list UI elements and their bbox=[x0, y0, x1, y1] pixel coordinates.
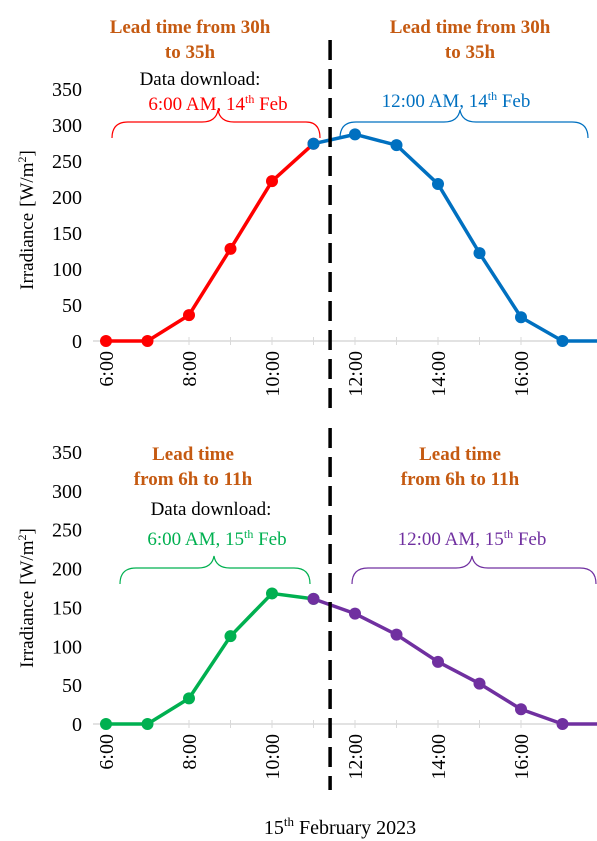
data-point bbox=[224, 242, 237, 255]
y-tick-label: 200 bbox=[52, 559, 82, 581]
series-line bbox=[106, 142, 315, 343]
y-tick-label: 300 bbox=[52, 115, 82, 137]
bottom-right-series-label: 12:00 AM, 15th Feb bbox=[398, 527, 547, 550]
y-tick-label: 150 bbox=[52, 597, 82, 619]
data-point bbox=[515, 311, 527, 324]
y-tick-label: 100 bbox=[52, 259, 82, 281]
y-tick-label: 300 bbox=[52, 481, 82, 503]
x-tick-label: 8:00 bbox=[179, 351, 201, 387]
top-left-title-line1: Lead time from 30h bbox=[110, 17, 271, 38]
top-y-axis-label: Irradiance[W/m2] bbox=[15, 150, 38, 290]
y-tick-label: 350 bbox=[52, 79, 82, 101]
data-point bbox=[183, 692, 195, 705]
x-tick-label: 12:00 bbox=[345, 351, 367, 397]
top-panel: Lead time from 30h to 35h Lead time from… bbox=[15, 17, 589, 290]
y-tick-label: 100 bbox=[52, 636, 82, 658]
top-right-title-line2: to 35h bbox=[445, 42, 496, 63]
x-tick-label: 8:00 bbox=[179, 734, 201, 770]
bottom-left-series-label: 6:00 AM, 15th Feb bbox=[147, 527, 286, 550]
data-point bbox=[390, 139, 403, 152]
bottom-right-title-line1: Lead time bbox=[419, 444, 501, 465]
data-point bbox=[473, 677, 486, 690]
data-point bbox=[432, 178, 444, 191]
y-tick-label: 0 bbox=[72, 714, 82, 736]
bottom-y-axis-label: Irradiance[W/m2] bbox=[15, 528, 38, 668]
data-point bbox=[349, 607, 361, 620]
bottom-panel: Lead time from 6h to 11h Lead time from … bbox=[15, 444, 597, 668]
bottom-left-brace bbox=[119, 555, 311, 585]
data-point bbox=[515, 703, 527, 716]
data-point bbox=[349, 128, 361, 141]
x-tick-label: 6:00 bbox=[96, 734, 118, 770]
top-download-label: Data download: bbox=[140, 69, 261, 90]
data-point bbox=[266, 587, 278, 600]
x-tick-label: 16:00 bbox=[511, 734, 533, 780]
data-point bbox=[307, 592, 320, 605]
x-axis-label: 15th February 2023 bbox=[264, 814, 416, 839]
y-tick-label: 50 bbox=[62, 295, 82, 317]
top-chart-marks: 0 50 100 150 200 250 300 350 6:00 8:00 10:00 12:00 1… bbox=[52, 40, 597, 408]
x-tick-label: 16:00 bbox=[511, 351, 533, 397]
bottom-chart-marks: 0 50 100 150 200 250 300 350 6:00 8:00 10:00 12:00 1… bbox=[52, 428, 597, 790]
x-tick-label: 10:00 bbox=[262, 734, 284, 780]
data-point bbox=[183, 309, 195, 322]
top-right-brace bbox=[339, 109, 589, 139]
bottom-right-brace bbox=[351, 555, 597, 585]
y-tick-label: 250 bbox=[52, 151, 82, 173]
series-line bbox=[106, 591, 314, 726]
x-tick-label: 6:00 bbox=[96, 351, 118, 387]
x-tick-label: 14:00 bbox=[428, 351, 450, 397]
x-tick-label: 12:00 bbox=[345, 734, 367, 780]
y-tick-label: 250 bbox=[52, 520, 82, 542]
data-point bbox=[390, 628, 403, 641]
data-point bbox=[266, 175, 278, 188]
data-point bbox=[307, 137, 320, 150]
y-tick-label: 200 bbox=[52, 187, 82, 209]
data-point bbox=[141, 718, 154, 730]
y-tick-label: 50 bbox=[62, 675, 82, 697]
bottom-right-title-line2: from 6h to 11h bbox=[401, 469, 520, 490]
data-point bbox=[100, 335, 112, 347]
y-tick-label: 350 bbox=[52, 442, 82, 464]
bottom-download-label: Data download: bbox=[151, 499, 272, 520]
top-right-title-line1: Lead time from 30h bbox=[390, 17, 551, 38]
top-left-series-label: 6:00 AM, 14th Feb bbox=[148, 92, 287, 115]
series-line bbox=[313, 132, 564, 343]
y-tick-label: 150 bbox=[52, 223, 82, 245]
bottom-left-title-line1: Lead time bbox=[152, 444, 234, 465]
data-point bbox=[432, 655, 444, 668]
data-point bbox=[224, 630, 237, 643]
bottom-left-title-line2: from 6h to 11h bbox=[134, 469, 253, 490]
data-point bbox=[473, 247, 486, 260]
y-tick-label: 0 bbox=[72, 331, 82, 353]
top-left-title-line2: to 35h bbox=[165, 42, 216, 63]
x-tick-label: 10:00 bbox=[262, 351, 284, 397]
data-point bbox=[100, 718, 112, 730]
top-left-brace bbox=[111, 109, 321, 139]
data-point bbox=[141, 335, 154, 347]
x-tick-label: 14:00 bbox=[428, 734, 450, 780]
top-right-series-label: 12:00 AM, 14th Feb bbox=[382, 89, 531, 112]
